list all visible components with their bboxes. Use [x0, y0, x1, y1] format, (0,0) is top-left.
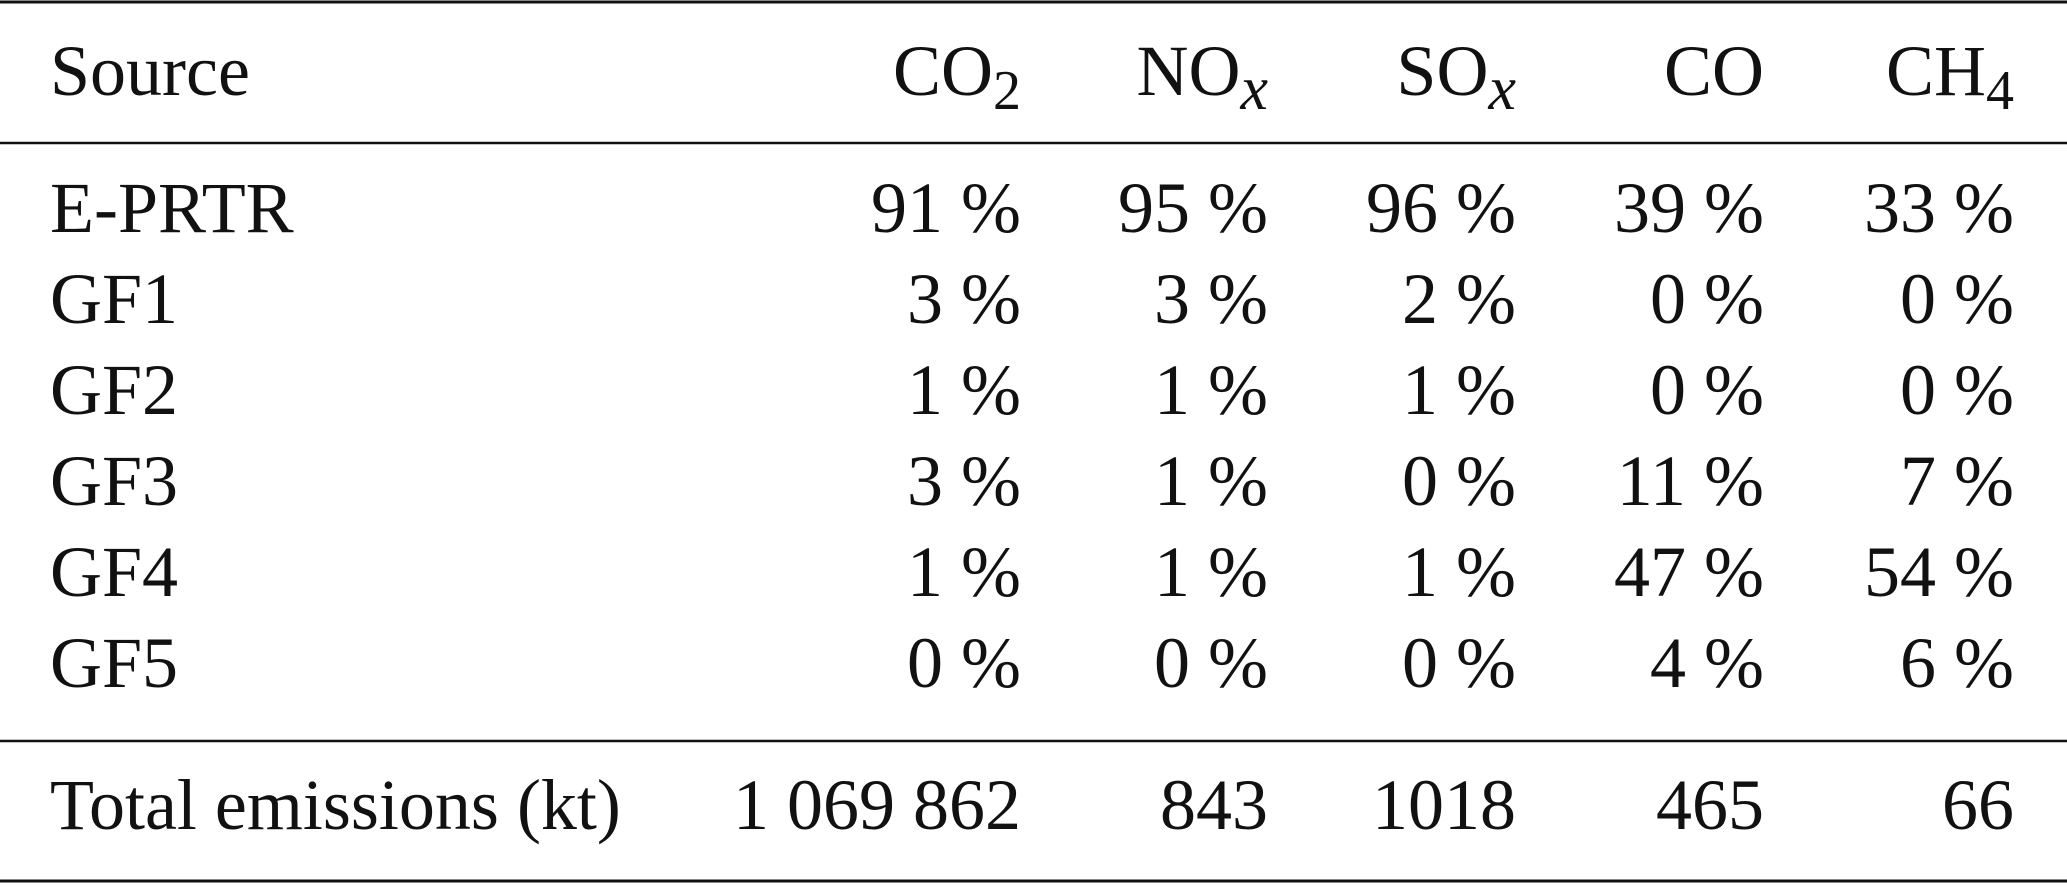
- header-cell: NOx: [1136, 31, 1268, 123]
- cell: 2 %: [1402, 259, 1516, 339]
- row-label: GF5: [50, 623, 178, 703]
- row-label: E-PRTR: [50, 168, 294, 248]
- cell: 6 %: [1900, 623, 2014, 703]
- cell: 91 %: [871, 168, 1021, 248]
- cell: 4 %: [1650, 623, 1764, 703]
- row-label: GF1: [50, 259, 178, 339]
- row-label: GF2: [50, 350, 178, 430]
- header-cell: CH4: [1886, 31, 2014, 122]
- cell: 1 %: [907, 350, 1021, 430]
- footer-cell: 465: [1656, 765, 1764, 845]
- header-cell: CO2: [893, 31, 1021, 122]
- cell: 0 %: [1900, 259, 2014, 339]
- header-sub: x: [1239, 55, 1268, 123]
- header-cell: CO: [1664, 31, 1764, 111]
- cell: 1 %: [907, 532, 1021, 612]
- row-label: GF4: [50, 532, 178, 612]
- header-cell: Source: [50, 31, 250, 111]
- header-main: CO: [893, 31, 993, 111]
- footer-cell: 1018: [1372, 765, 1516, 845]
- cell: 1 %: [1154, 350, 1268, 430]
- header-main: CH: [1886, 31, 1986, 111]
- header-cell: SOx: [1396, 31, 1516, 123]
- cell: 0 %: [1650, 350, 1764, 430]
- cell: 7 %: [1900, 441, 2014, 521]
- header-main: SO: [1396, 31, 1488, 111]
- cell: 0 %: [1650, 259, 1764, 339]
- cell: 0 %: [907, 623, 1021, 703]
- header-sub: x: [1487, 55, 1516, 123]
- cell: 1 %: [1402, 532, 1516, 612]
- cell: 1 %: [1154, 441, 1268, 521]
- cell: 47 %: [1614, 532, 1764, 612]
- cell: 3 %: [907, 259, 1021, 339]
- cell: 33 %: [1864, 168, 2014, 248]
- cell: 39 %: [1614, 168, 1764, 248]
- footer-cell: 66: [1942, 765, 2014, 845]
- cell: 11 %: [1617, 441, 1764, 521]
- header-sub: 4: [1986, 60, 2014, 122]
- cell: 0 %: [1402, 441, 1516, 521]
- cell: 3 %: [1154, 259, 1268, 339]
- footer-label: Total emissions (kt): [50, 765, 621, 845]
- cell: 1 %: [1154, 532, 1268, 612]
- cell: 0 %: [1900, 350, 2014, 430]
- header-main: NO: [1136, 31, 1240, 111]
- cell: 3 %: [907, 441, 1021, 521]
- cell: 96 %: [1366, 168, 1516, 248]
- cell: 0 %: [1154, 623, 1268, 703]
- footer-cell: 843: [1160, 765, 1268, 845]
- footer-cell: 1 069 862: [733, 765, 1021, 845]
- cell: 54 %: [1864, 532, 2014, 612]
- cell: 95 %: [1118, 168, 1268, 248]
- row-label: GF3: [50, 441, 178, 521]
- cell: 0 %: [1402, 623, 1516, 703]
- cell: 1 %: [1402, 350, 1516, 430]
- header-sub: 2: [993, 60, 1021, 122]
